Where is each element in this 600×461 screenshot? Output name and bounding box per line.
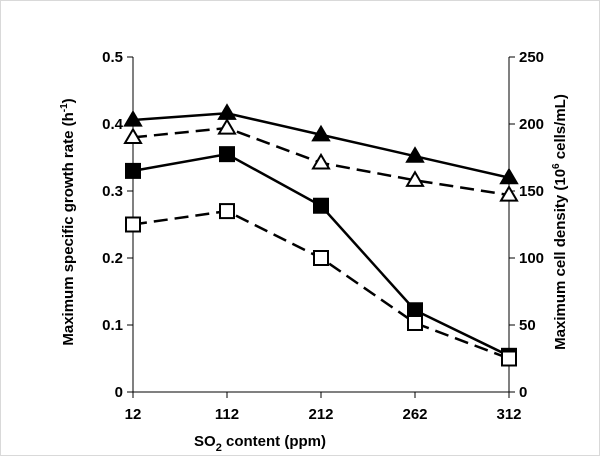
series-point	[407, 314, 423, 331]
axes-layer: 0 0.1 0.2 0.3 0.4 0.5 0 50 100 150 200 250 12 112 212 2…	[102, 49, 544, 423]
series-point	[217, 118, 237, 135]
series-layer	[123, 103, 519, 367]
series-point	[405, 146, 425, 163]
x-tick-label: 12	[125, 406, 142, 423]
x-tick-label: 212	[308, 406, 333, 423]
y2-tick-label: 0	[519, 384, 527, 401]
series-point	[499, 167, 519, 185]
y-tick-label: 0	[115, 384, 123, 401]
y-tick-label: 0.3	[102, 183, 123, 200]
series-point	[501, 350, 517, 367]
series-point	[123, 127, 143, 144]
series-point	[219, 146, 235, 163]
series-point	[313, 197, 329, 214]
series-point	[311, 152, 331, 170]
y-tick-label: 0.1	[102, 317, 123, 334]
y-tick-label: 0.4	[102, 116, 124, 133]
series-point	[311, 124, 331, 142]
y2-tick-label: 50	[519, 317, 536, 334]
y-tick-label: 0.2	[102, 250, 123, 267]
y2-tick-label: 150	[519, 183, 544, 200]
series-point	[123, 110, 143, 127]
x-tick-label: 112	[215, 406, 239, 423]
series-point	[219, 203, 235, 220]
y-tick-label: 0.5	[102, 49, 123, 66]
y2-tick-label: 250	[519, 49, 544, 66]
series-point	[125, 216, 141, 233]
x-tick-label: 312	[496, 406, 521, 423]
x-axis-title: SO2 content (ppm)	[194, 433, 326, 454]
y2-tick-label: 200	[519, 116, 544, 133]
series-point	[499, 185, 519, 202]
labels-layer: SO2 content (ppm) Maximum specific growt…	[59, 94, 569, 454]
series-point	[313, 250, 329, 266]
x-tick-label: 262	[402, 406, 427, 423]
y2-axis-title: Maximum cell density (106 cells/mL)	[551, 94, 569, 350]
y2-tick-label: 100	[519, 250, 544, 267]
series-point	[125, 162, 141, 179]
y-axis-title: Maximum specific growth rate (h-1)	[59, 98, 77, 345]
series-point	[405, 170, 425, 187]
